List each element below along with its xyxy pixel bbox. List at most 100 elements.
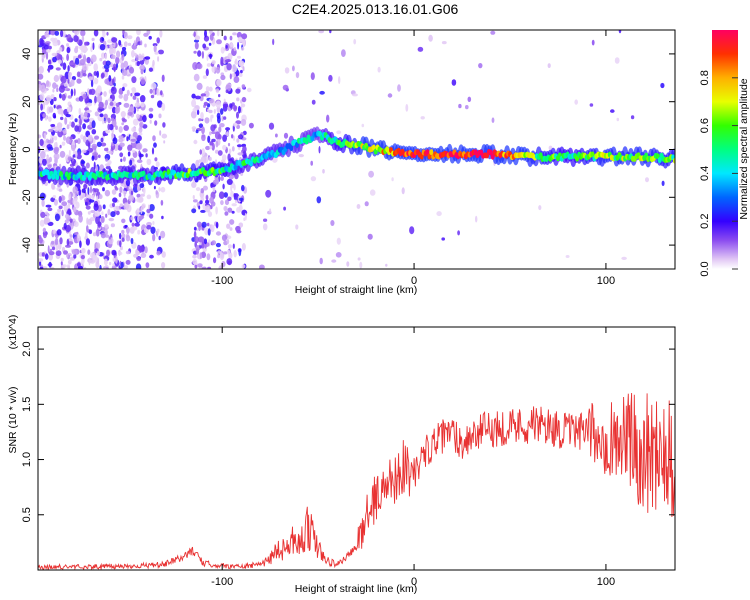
ridge-cell xyxy=(51,173,56,180)
noise-speckle xyxy=(127,42,132,47)
noise-speckle xyxy=(191,99,197,108)
noise-speckle xyxy=(227,207,233,213)
noise-speckle xyxy=(107,123,111,130)
noise-speckle xyxy=(292,65,295,72)
noise-speckle xyxy=(232,135,236,141)
noise-speckle xyxy=(96,85,102,94)
noise-speckle xyxy=(85,201,88,206)
y-tick-label: 0 xyxy=(21,146,33,152)
noise-speckle xyxy=(63,82,69,87)
noise-speckle xyxy=(95,261,100,269)
noise-speckle xyxy=(155,190,158,195)
noise-speckle xyxy=(465,105,469,110)
noise-speckle xyxy=(111,249,117,256)
noise-speckle xyxy=(221,115,224,122)
colorbar-tick-label: 0.2 xyxy=(699,214,711,229)
noise-speckle xyxy=(231,210,235,214)
noise-speckle xyxy=(228,174,234,180)
noise-speckle xyxy=(120,158,123,163)
noise-speckle xyxy=(589,103,594,107)
noise-speckle xyxy=(106,31,109,36)
noise-speckle xyxy=(263,218,268,222)
noise-speckle xyxy=(39,138,44,147)
noise-speckle xyxy=(548,145,553,151)
noise-speckle xyxy=(220,74,226,81)
noise-speckle xyxy=(120,111,126,118)
noise-speckle xyxy=(58,205,63,210)
noise-speckle xyxy=(66,238,70,246)
noise-speckle xyxy=(144,246,148,254)
noise-speckle xyxy=(42,102,45,110)
noise-speckle xyxy=(69,62,75,66)
noise-speckle xyxy=(192,107,198,112)
noise-speckle xyxy=(118,94,123,99)
noise-speckle xyxy=(213,257,217,264)
noise-speckle xyxy=(204,117,210,124)
snr-x-label: Height of straight line (km) xyxy=(295,583,418,595)
noise-speckle xyxy=(233,250,237,258)
noise-speckle xyxy=(90,252,96,259)
noise-speckle xyxy=(55,250,62,256)
noise-speckle xyxy=(121,46,127,51)
colorbar-tick-label: 0.0 xyxy=(699,261,711,276)
noise-speckle xyxy=(83,111,88,117)
noise-speckle xyxy=(387,93,393,98)
noise-speckle xyxy=(94,111,99,117)
noise-speckle xyxy=(72,198,76,205)
noise-speckle xyxy=(205,86,210,92)
noise-speckle xyxy=(79,118,82,126)
noise-speckle xyxy=(66,46,71,54)
noise-speckle xyxy=(140,78,146,85)
noise-speckle xyxy=(158,49,164,55)
noise-speckle xyxy=(478,63,483,69)
noise-speckle xyxy=(130,216,134,221)
noise-speckle xyxy=(226,131,229,137)
noise-speckle xyxy=(71,249,78,255)
ridge-cell xyxy=(233,164,238,171)
noise-speckle xyxy=(205,68,209,77)
noise-speckle xyxy=(137,229,141,235)
noise-speckle xyxy=(64,213,70,219)
noise-speckle xyxy=(149,119,152,124)
noise-speckle xyxy=(97,222,102,228)
noise-speckle xyxy=(139,64,146,71)
noise-speckle xyxy=(82,47,89,52)
noise-speckle xyxy=(94,135,100,140)
noise-speckle xyxy=(234,199,238,204)
noise-speckle xyxy=(231,203,237,207)
noise-speckle xyxy=(113,66,116,73)
noise-speckle xyxy=(231,146,235,152)
noise-speckle xyxy=(357,257,361,261)
noise-speckle xyxy=(197,263,203,268)
spectrogram-ridge xyxy=(38,126,675,187)
noise-speckle xyxy=(101,227,106,231)
snr-plot-area xyxy=(38,327,675,570)
noise-speckle xyxy=(236,55,241,59)
noise-speckle xyxy=(215,231,222,236)
noise-speckle xyxy=(331,259,337,263)
noise-speckle xyxy=(225,59,232,63)
noise-speckle xyxy=(158,113,162,119)
noise-speckle xyxy=(123,93,129,102)
noise-speckle xyxy=(85,162,90,169)
noise-speckle xyxy=(52,88,55,93)
spectrogram-y-label: Frequency (Hz) xyxy=(7,113,19,185)
noise-speckle xyxy=(50,30,56,36)
noise-speckle xyxy=(139,152,142,160)
noise-speckle xyxy=(53,97,57,102)
noise-speckle xyxy=(259,264,265,269)
noise-speckle xyxy=(98,194,103,200)
noise-speckle xyxy=(109,47,114,55)
noise-speckle xyxy=(120,261,124,269)
noise-speckle xyxy=(220,56,224,65)
noise-speckle xyxy=(211,65,216,73)
noise-speckle xyxy=(57,59,62,64)
noise-speckle xyxy=(211,131,216,135)
noise-speckle xyxy=(193,226,197,231)
noise-speckle xyxy=(137,214,140,223)
noise-speckle xyxy=(359,261,363,269)
noise-speckle xyxy=(199,95,204,102)
noise-speckle xyxy=(192,258,198,265)
noise-speckle xyxy=(73,30,80,36)
noise-speckle xyxy=(67,241,74,245)
